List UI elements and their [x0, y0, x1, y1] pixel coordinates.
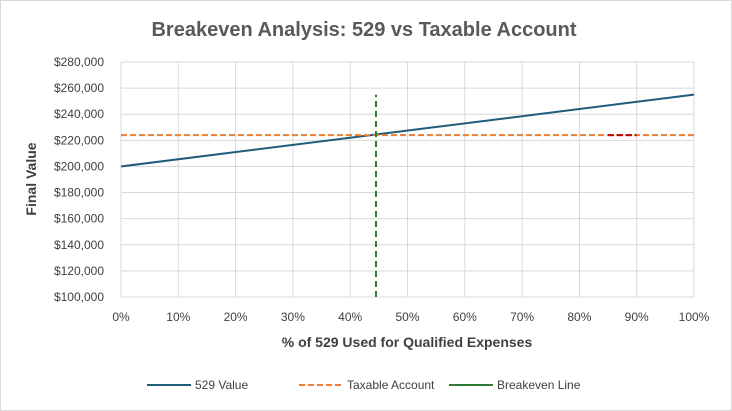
x-axis-tick-labels: 0% 10% 20% 30% 40% 50% 60% 70% 80% 90% 100% — [112, 310, 709, 324]
grid-lines — [120, 61, 695, 298]
x-axis-title: % of 529 Used for Qualified Expenses — [282, 334, 533, 350]
y-tick-label: $260,000 — [54, 81, 104, 95]
x-tick-label: 20% — [224, 310, 248, 324]
y-tick-label: $240,000 — [54, 107, 104, 121]
series-lines — [120, 93, 695, 297]
x-tick-label: 40% — [338, 310, 362, 324]
y-tick-label: $220,000 — [54, 133, 104, 147]
x-tick-label: 100% — [679, 310, 710, 324]
y-tick-label: $140,000 — [54, 238, 104, 252]
y-tick-label: $200,000 — [54, 159, 104, 173]
legend-label: Breakeven Line — [497, 378, 581, 392]
legend-label: Taxable Account — [347, 378, 435, 392]
x-tick-label: 10% — [166, 310, 190, 324]
x-tick-label: 60% — [453, 310, 477, 324]
series-line-529-value — [120, 93, 695, 168]
y-tick-label: $160,000 — [54, 212, 104, 226]
x-tick-label: 50% — [395, 310, 419, 324]
x-tick-label: 70% — [510, 310, 534, 324]
y-tick-label: $280,000 — [54, 55, 104, 69]
y-tick-label: $100,000 — [54, 290, 104, 304]
x-tick-label: 0% — [112, 310, 130, 324]
y-axis-title: Final Value — [23, 142, 39, 215]
x-tick-label: 90% — [625, 310, 649, 324]
y-axis-tick-labels: $100,000 $120,000 $140,000 $160,000 $180,000… — [54, 55, 104, 304]
x-tick-label: 80% — [567, 310, 591, 324]
x-tick-label: 30% — [281, 310, 305, 324]
chart-title: Breakeven Analysis: 529 vs Taxable Accou… — [151, 19, 576, 41]
legend: 529 Value Taxable Account Breakeven Line — [147, 378, 581, 392]
legend-label: 529 Value — [195, 378, 248, 392]
y-tick-label: $120,000 — [54, 264, 104, 278]
y-tick-label: $180,000 — [54, 186, 104, 200]
